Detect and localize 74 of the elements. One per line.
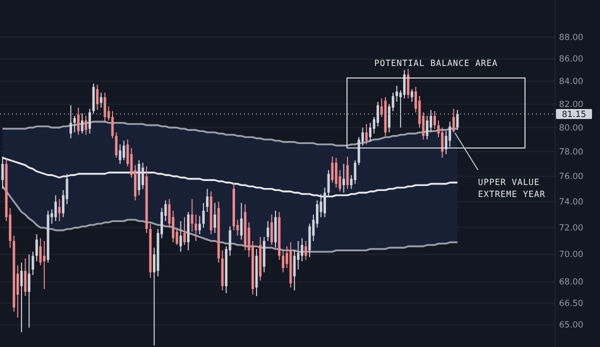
- y-tick-label: 80.00: [559, 123, 584, 134]
- candlestick: [1, 156, 4, 190]
- y-tick-label: 72.00: [559, 223, 584, 234]
- candlestick: [342, 163, 345, 194]
- candlestick: [293, 250, 296, 291]
- candlestick: [426, 115, 428, 140]
- candlestick: [32, 251, 34, 276]
- candlestick: [358, 136, 360, 166]
- candlestick: [331, 156, 334, 184]
- candlestick: [122, 140, 126, 161]
- candlestick: [96, 84, 99, 110]
- y-tick-label: 76.00: [559, 172, 584, 182]
- candlestick: [190, 198, 194, 232]
- candlestick: [202, 202, 205, 228]
- candlestick: [73, 115, 76, 133]
- candlestick: [354, 160, 356, 184]
- candlestick: [88, 108, 91, 134]
- text: UPPER VALUE EXTREME YEAR: [478, 178, 546, 200]
- candlestick: [441, 127, 444, 158]
- candlestick: [406, 68, 410, 99]
- y-tick-label: 66.50: [559, 298, 584, 309]
- candlestick: [35, 234, 38, 262]
- candlestick: [396, 85, 398, 102]
- ref-line-label: 81.15: [562, 110, 586, 120]
- candlestick: [270, 214, 273, 246]
- y-tick-label: 70.00: [559, 250, 584, 260]
- candlestick: [304, 240, 308, 260]
- y-tick-label: 74.00: [559, 197, 584, 208]
- y-tick-label: 78.00: [559, 147, 584, 158]
- candlestick: [376, 101, 380, 127]
- candlestick: [206, 188, 208, 212]
- candlestick: [194, 214, 198, 242]
- y-tick-label: 68.00: [559, 278, 584, 288]
- candlestick: [70, 104, 72, 139]
- candlestick: [80, 112, 84, 134]
- candlestick: [334, 157, 338, 188]
- candlestick: [300, 238, 304, 262]
- y-tick-label: 65.00: [559, 320, 584, 331]
- y-tick-label: 84.00: [559, 76, 584, 87]
- annotation: POTENTIAL BALANCE AREA: [374, 59, 498, 69]
- candlestick: [39, 238, 42, 266]
- candlestick: [282, 250, 284, 273]
- candlestick: [266, 220, 270, 242]
- candlestick: [198, 215, 201, 235]
- candlestick: [240, 202, 243, 240]
- candlestick: [104, 92, 106, 122]
- candlestick: [54, 194, 57, 222]
- candlestick: [365, 124, 368, 145]
- candlestick: [24, 258, 27, 297]
- candlestick: [118, 144, 122, 164]
- candlestick: [142, 162, 144, 190]
- candlestick: [58, 198, 61, 222]
- candlestick: [100, 92, 102, 108]
- candlestick: [433, 110, 436, 130]
- candlestick: [403, 69, 406, 99]
- candlestick: [430, 109, 432, 133]
- candlestick: [28, 254, 30, 328]
- y-tick-label: 88.00: [559, 32, 584, 43]
- candlestick: [214, 202, 216, 234]
- candlestick: [456, 109, 459, 130]
- candlestick: [115, 132, 118, 158]
- y-tick-label: 86.00: [559, 54, 584, 65]
- candlestick: [410, 88, 414, 102]
- candlestick: [444, 130, 448, 155]
- candlestick: [179, 220, 182, 252]
- candlestick: [369, 122, 372, 142]
- candlestick: [324, 187, 326, 218]
- candlestick: [327, 170, 330, 198]
- candlestick: [77, 107, 80, 136]
- candlestick: [448, 121, 452, 148]
- candlestick: [43, 240, 46, 290]
- candlestick: [452, 108, 455, 133]
- candlestick: [84, 115, 88, 136]
- y-tick-label: 82.00: [559, 100, 584, 110]
